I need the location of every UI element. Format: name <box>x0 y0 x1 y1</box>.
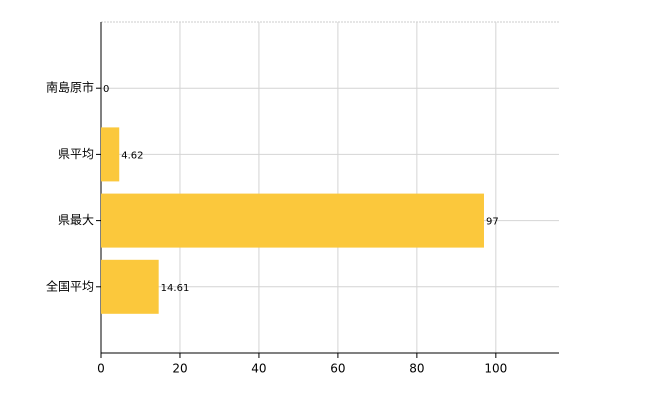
x-tick-label: 0 <box>97 362 105 376</box>
value-label: 14.61 <box>161 283 190 294</box>
y-tick-label: 南島原市 <box>46 80 94 95</box>
x-tick-label: 20 <box>172 362 187 376</box>
y-tick-label: 県最大 <box>58 213 94 227</box>
value-label: 4.62 <box>121 150 143 161</box>
bar <box>101 127 120 182</box>
x-tick-label: 100 <box>484 362 507 376</box>
x-tick-label: 80 <box>409 362 424 376</box>
x-tick-label: 40 <box>251 362 266 376</box>
y-tick-label: 県平均 <box>58 147 94 161</box>
value-label: 97 <box>486 217 499 228</box>
bar <box>101 259 159 314</box>
x-tick-label: 60 <box>330 362 345 376</box>
y-tick-label: 全国平均 <box>46 278 94 293</box>
bar <box>101 193 484 248</box>
value-label: 0 <box>103 84 109 95</box>
